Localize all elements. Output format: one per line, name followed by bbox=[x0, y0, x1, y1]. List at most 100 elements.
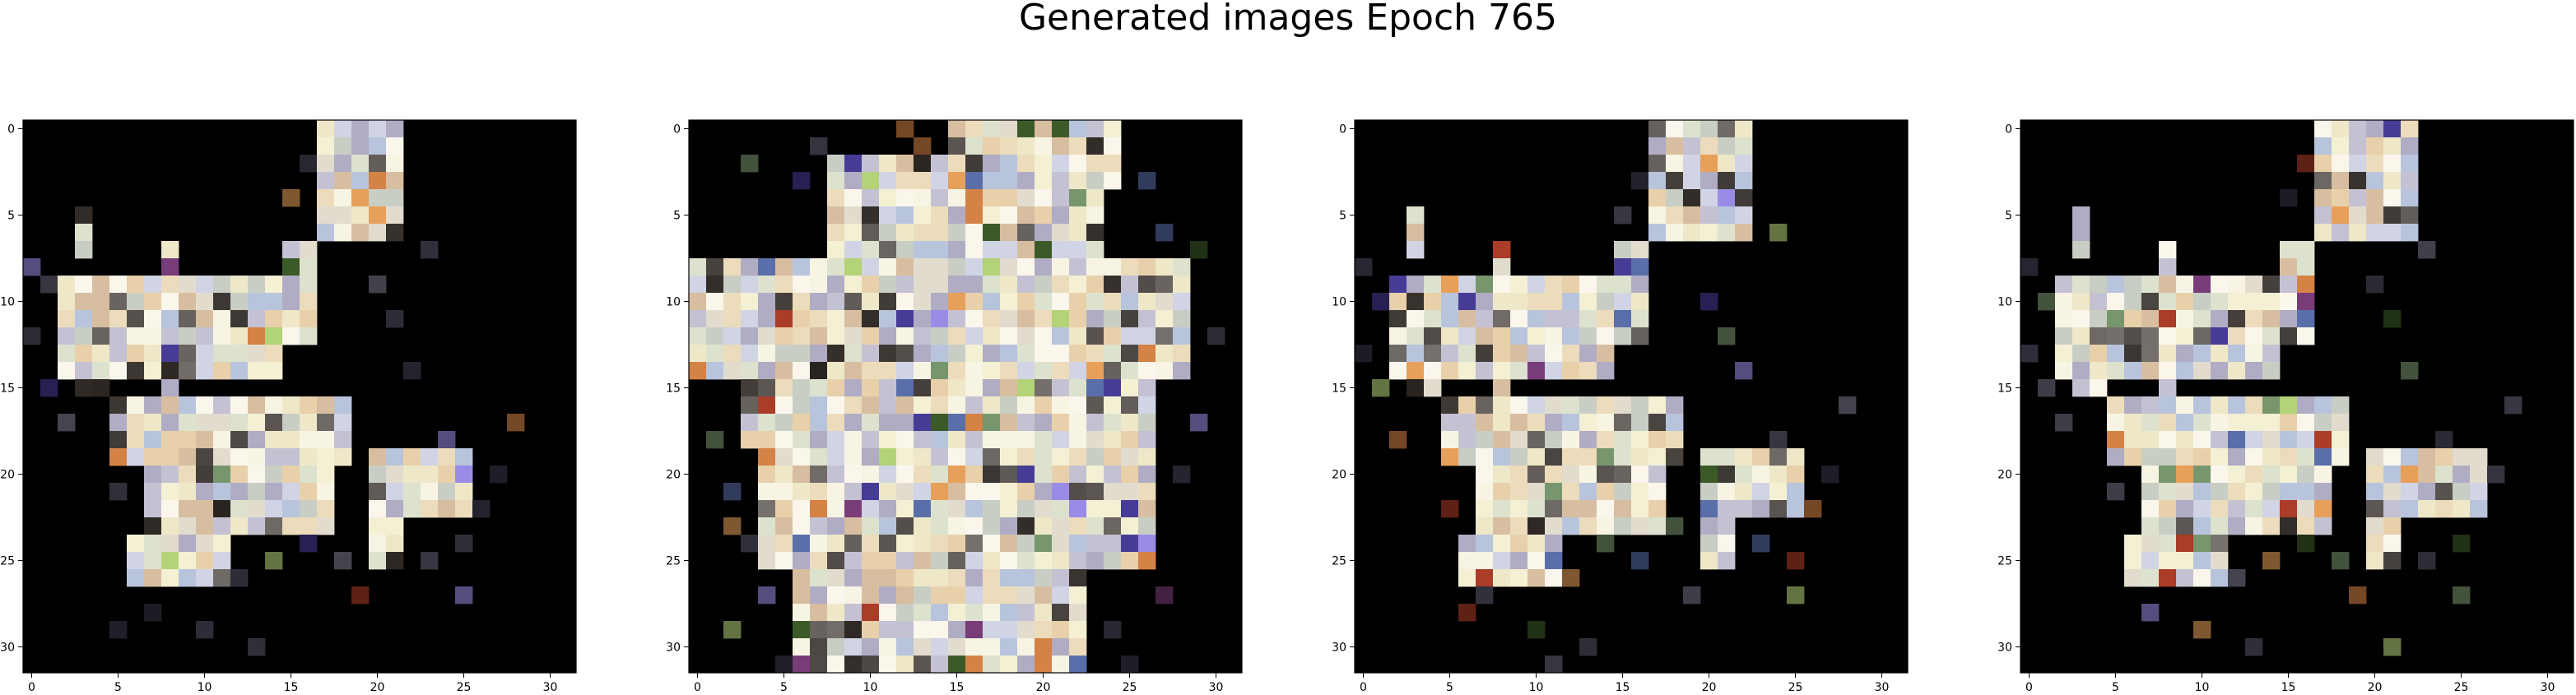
image-pixel bbox=[862, 656, 880, 674]
image-pixel bbox=[1035, 604, 1053, 622]
image-pixel bbox=[2366, 224, 2384, 242]
image-pixel bbox=[455, 500, 473, 518]
image-pixel bbox=[1035, 379, 1053, 397]
image-pixel bbox=[948, 466, 966, 484]
image-pixel bbox=[144, 483, 162, 501]
image-pixel bbox=[58, 310, 76, 328]
image-pixel bbox=[2159, 483, 2177, 501]
image-pixel bbox=[2020, 258, 2039, 276]
image-pixel bbox=[931, 362, 949, 380]
image-pixel bbox=[793, 638, 811, 656]
image-pixel bbox=[1035, 327, 1053, 345]
image-pixel bbox=[161, 483, 179, 501]
image-pixel bbox=[793, 466, 811, 484]
image-pixel bbox=[1476, 293, 1494, 311]
image-pixel bbox=[1389, 293, 1407, 311]
image-pixel bbox=[2418, 500, 2436, 518]
image-pixel bbox=[758, 552, 776, 570]
image-pixel bbox=[2159, 517, 2177, 535]
image-pixel bbox=[1069, 569, 1087, 587]
image-pixel bbox=[862, 258, 880, 276]
image-pixel bbox=[75, 327, 93, 345]
image-pixel bbox=[1000, 483, 1018, 501]
image-pixel bbox=[931, 206, 949, 225]
image-pixel bbox=[2159, 431, 2177, 449]
image-pixel bbox=[1069, 155, 1087, 173]
image-pixel bbox=[1579, 448, 1597, 466]
y-tick-label: 10 bbox=[666, 296, 681, 309]
x-tick-label: 30 bbox=[2541, 681, 2555, 694]
image-pixel bbox=[2297, 517, 2315, 535]
image-pixel bbox=[983, 569, 1001, 587]
image-pixel bbox=[827, 466, 845, 484]
image-pixel bbox=[403, 500, 421, 518]
image-pixel bbox=[2280, 276, 2298, 294]
image-pixel bbox=[213, 535, 231, 553]
image-pixel bbox=[1441, 500, 1459, 518]
image-pixel bbox=[741, 431, 759, 449]
image-pixel bbox=[144, 604, 162, 622]
image-pixel bbox=[2211, 483, 2229, 501]
image-pixel bbox=[265, 293, 283, 311]
image-pixel bbox=[2072, 310, 2090, 328]
image-pixel bbox=[2262, 362, 2281, 380]
image-pixel bbox=[2383, 638, 2402, 656]
image-pixel bbox=[1086, 241, 1104, 259]
image-pixel bbox=[334, 172, 352, 190]
image-pixel bbox=[1562, 569, 1580, 587]
image-pixel bbox=[58, 276, 76, 294]
image-pixel bbox=[1017, 500, 1035, 518]
image-pixel bbox=[2159, 362, 2177, 380]
image-pixel bbox=[1052, 483, 1070, 501]
image-pixel bbox=[914, 569, 932, 587]
image-pixel bbox=[965, 241, 983, 259]
image-pixel bbox=[844, 552, 863, 570]
image-pixel bbox=[2176, 414, 2194, 432]
image-pixel bbox=[1173, 466, 1191, 484]
image-pixel bbox=[689, 362, 707, 380]
image-pixel bbox=[1000, 310, 1018, 328]
image-pixel bbox=[931, 483, 949, 501]
image-pixel bbox=[2193, 535, 2211, 553]
image-pixel bbox=[1597, 535, 1615, 553]
image-pixel bbox=[2107, 345, 2125, 363]
image-pixel bbox=[2159, 310, 2177, 328]
image-pixel bbox=[775, 535, 793, 553]
image-pixel bbox=[2332, 172, 2350, 190]
image-pixel bbox=[2176, 431, 2194, 449]
image-pixel bbox=[1000, 586, 1018, 605]
image-pixel bbox=[300, 276, 318, 294]
image-pixel bbox=[1138, 517, 1156, 535]
image-pixel bbox=[2383, 517, 2402, 535]
image-pixel bbox=[2332, 137, 2350, 155]
image-pixel bbox=[2245, 638, 2263, 656]
image-pixel bbox=[1052, 327, 1070, 345]
image-pixel bbox=[1138, 362, 1156, 380]
image-pixel bbox=[1614, 414, 1632, 432]
image-pixel bbox=[2193, 569, 2211, 587]
image-pixel bbox=[1121, 517, 1139, 535]
image-pixel bbox=[758, 310, 776, 328]
image-pixel bbox=[1017, 155, 1035, 173]
image-pixel bbox=[810, 604, 828, 622]
image-pixel bbox=[879, 241, 897, 259]
image-pixel bbox=[1086, 414, 1104, 432]
image-pixel bbox=[1173, 310, 1191, 328]
image-pixel bbox=[775, 276, 793, 294]
image-pixel bbox=[1389, 345, 1407, 363]
image-pixel bbox=[862, 638, 880, 656]
image-pixel bbox=[1052, 224, 1070, 242]
image-pixel bbox=[965, 189, 983, 207]
image-pixel bbox=[896, 569, 914, 587]
x-tick-label: 10 bbox=[863, 681, 878, 694]
image-pixel bbox=[862, 414, 880, 432]
image-pixel bbox=[775, 483, 793, 501]
image-pixel bbox=[810, 586, 828, 605]
y-tick-label: 25 bbox=[1997, 555, 2012, 568]
image-pixel bbox=[2211, 569, 2229, 587]
image-pixel bbox=[948, 241, 966, 259]
image-pixel bbox=[1527, 552, 1546, 570]
image-pixel bbox=[1424, 276, 1442, 294]
image-pixel bbox=[1476, 569, 1494, 587]
image-pixel bbox=[1735, 137, 1753, 155]
